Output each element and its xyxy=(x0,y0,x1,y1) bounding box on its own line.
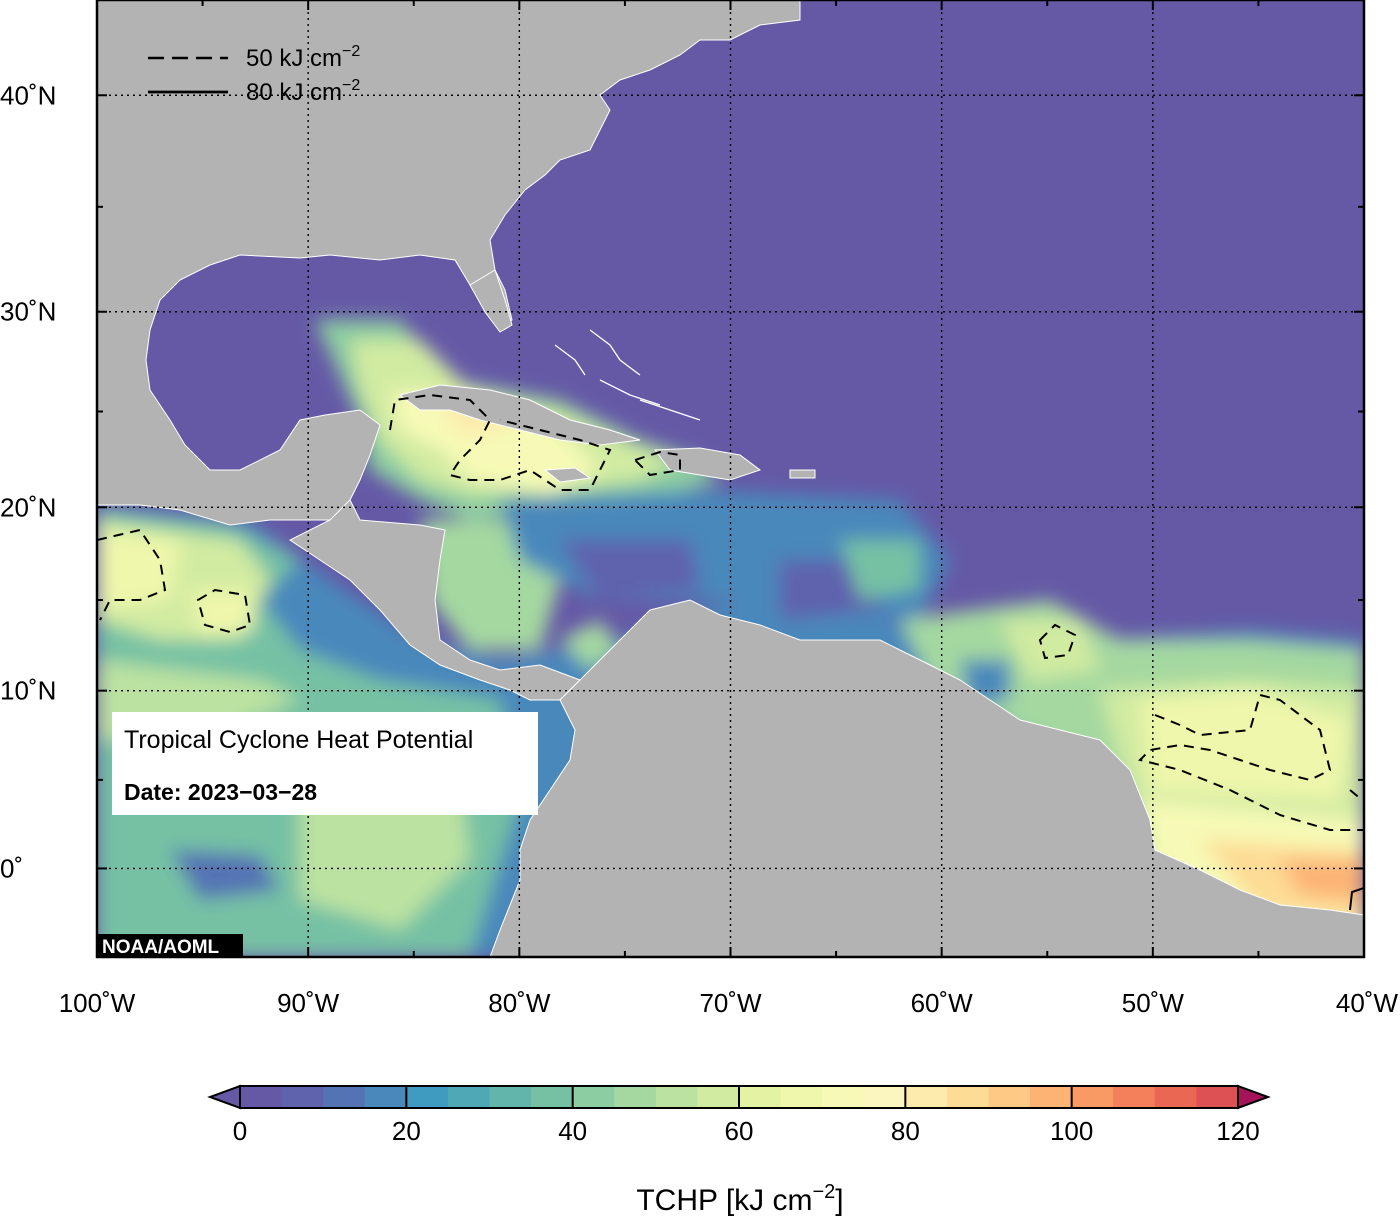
info-box: Tropical Cyclone Heat Potential Date: 20… xyxy=(112,712,538,815)
colorbar-segment xyxy=(240,1086,283,1108)
lon-label: 90˚W xyxy=(277,988,340,1018)
colorbar: 0 20 40 60 80 100 120 xyxy=(207,1084,1271,1146)
lat-label: 30˚N xyxy=(0,297,56,327)
colorbar-segment xyxy=(281,1086,324,1108)
land-florida xyxy=(469,269,513,333)
colorbar-segment xyxy=(323,1086,366,1108)
lon-label: 70˚W xyxy=(699,988,762,1018)
colorbar-tick-label: 100 xyxy=(1050,1116,1093,1146)
colorbar-segment xyxy=(946,1086,990,1108)
lat-label: 40˚N xyxy=(0,80,56,110)
colorbar-segment xyxy=(697,1086,740,1108)
info-date: Date: 2023−03−28 xyxy=(124,779,317,805)
colorbar-segment xyxy=(614,1086,657,1108)
land-puerto-rico xyxy=(789,469,816,479)
lon-label: 100˚W xyxy=(59,988,136,1018)
colorbar-segment xyxy=(905,1086,948,1108)
credit-badge: NOAA/AOML xyxy=(97,934,243,958)
solid-legend-label: 80 kJ cm−2 xyxy=(246,77,360,106)
frame-ticks xyxy=(96,0,1365,958)
colorbar-segment xyxy=(1154,1086,1198,1108)
latitude-labels: 40˚N 30˚N 20˚N 10˚N 0˚ xyxy=(0,80,56,883)
colorbar-tick-label: 80 xyxy=(891,1116,920,1146)
lat-label: 10˚N xyxy=(0,676,56,706)
colorbar-segment xyxy=(863,1086,906,1108)
credit-text: NOAA/AOML xyxy=(102,937,220,958)
colorbar-min-arrow xyxy=(207,1084,241,1110)
lon-label: 50˚W xyxy=(1122,988,1185,1018)
contour-50 xyxy=(97,393,1364,831)
tchp-contours xyxy=(97,393,1364,911)
colorbar-segment xyxy=(822,1086,865,1108)
colorbar-segment xyxy=(655,1086,699,1108)
map-panel: 50 kJ cm−2 80 kJ cm−2 Tropical Cyclone H… xyxy=(97,0,1364,958)
colorbar-max-arrow xyxy=(1237,1084,1271,1110)
colorbar-tick-label: 40 xyxy=(558,1116,587,1146)
dashed-legend-label: 50 kJ cm−2 xyxy=(246,43,360,72)
colorbar-segment xyxy=(1071,1086,1114,1108)
colorbar-segment xyxy=(739,1086,782,1108)
contour-legend: 50 kJ cm−2 80 kJ cm−2 xyxy=(148,43,360,106)
colorbar-tick-label: 20 xyxy=(392,1116,421,1146)
longitude-labels: 100˚W 90˚W 80˚W 70˚W 60˚W 50˚W 40˚W xyxy=(59,988,1399,1018)
colorbar-segment xyxy=(572,1086,615,1108)
colorbar-segment xyxy=(1196,1086,1239,1108)
lat-label: 20˚N xyxy=(0,492,56,522)
land-masses xyxy=(97,0,1364,957)
lat-label: 0˚ xyxy=(0,853,23,883)
colorbar-segment xyxy=(447,1086,491,1108)
lon-label: 60˚W xyxy=(911,988,974,1018)
colorbar-segment xyxy=(1113,1086,1156,1108)
land-north-america xyxy=(97,0,801,526)
info-title: Tropical Cyclone Heat Potential xyxy=(124,726,473,754)
lon-label: 40˚W xyxy=(1336,988,1399,1018)
colorbar-segment xyxy=(406,1086,449,1108)
land-hispaniola xyxy=(654,447,762,481)
colorbar-segment xyxy=(780,1086,823,1108)
colorbar-segment xyxy=(489,1086,532,1108)
contour-80 xyxy=(1349,887,1364,911)
colorbar-tick-label: 120 xyxy=(1216,1116,1259,1146)
land-jamaica xyxy=(543,467,592,483)
colorbar-segment xyxy=(531,1086,574,1108)
colorbar-segment xyxy=(1030,1086,1073,1108)
colorbar-title: TCHP [kJ cm−2] xyxy=(636,1181,843,1217)
colorbar-tick-label: 0 xyxy=(233,1116,247,1146)
colorbar-segment xyxy=(988,1086,1031,1108)
bahamas-outlines xyxy=(554,329,701,421)
colorbar-segment xyxy=(364,1086,407,1108)
map-grid xyxy=(97,0,1364,957)
lon-label: 80˚W xyxy=(488,988,551,1018)
colorbar-tick-label: 60 xyxy=(725,1116,754,1146)
